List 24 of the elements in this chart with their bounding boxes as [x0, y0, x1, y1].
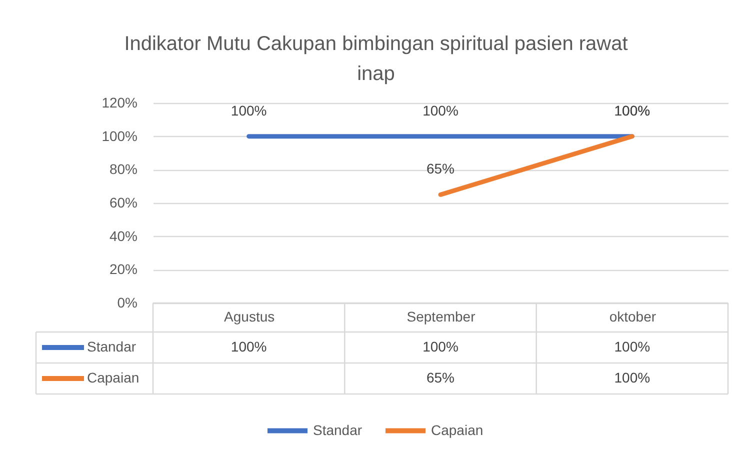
y-tick-label: 80% — [109, 161, 138, 178]
chart-title: Indikator Mutu Cakupan bimbingan spiritual pasien rawat inap — [124, 33, 628, 85]
text: Capaian — [87, 370, 140, 386]
y-tick-label: 120% — [102, 94, 138, 110]
y-tick-label: 40% — [109, 228, 138, 244]
legend-label: Standar — [87, 338, 136, 354]
y-tick-label: 100% — [102, 128, 138, 144]
y-tick-label: 0% — [117, 294, 138, 310]
text: Standar — [313, 422, 362, 438]
y-tick-label: 60% — [109, 194, 138, 210]
text: 100% — [230, 102, 267, 118]
data-label: 100% — [614, 338, 650, 354]
x-tick-label: oktober — [609, 308, 656, 324]
data-label: 100% — [230, 338, 267, 354]
data-label: 65% — [426, 370, 455, 386]
text: 100% — [422, 102, 458, 118]
data-label: 100% — [614, 370, 650, 386]
text: 100% — [614, 102, 650, 118]
data-label: 100% — [422, 338, 458, 354]
x-tick-label: Agustus — [224, 308, 275, 324]
text: 65% — [426, 160, 455, 177]
y-tick-label: 20% — [109, 261, 138, 278]
legend-label: Capaian — [431, 422, 484, 438]
x-tick-label: September — [406, 308, 476, 324]
